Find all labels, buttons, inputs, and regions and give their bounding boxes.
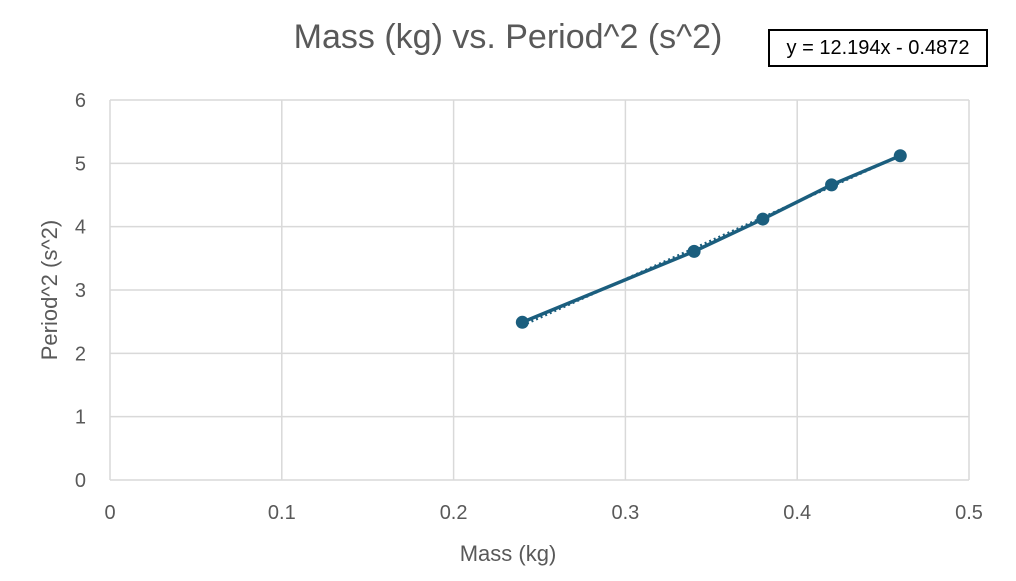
data-point [515, 315, 529, 329]
y-tick-label: 6 [75, 90, 86, 112]
data-point [825, 178, 839, 192]
y-tick-label: 5 [75, 153, 86, 175]
y-tick-label: 3 [75, 280, 86, 302]
x-tick-label: 0.2 [440, 502, 468, 524]
trendline-equation-box: y = 12.194x - 0.4872 [768, 29, 988, 67]
y-tick-label: 2 [75, 343, 86, 365]
x-tick-label: 0 [104, 502, 115, 524]
x-tick-label: 0.5 [955, 502, 983, 524]
data-point [756, 212, 770, 226]
series-line [521, 154, 901, 324]
data-point [893, 149, 907, 163]
x-tick-label: 0.1 [268, 502, 296, 524]
y-tick-label: 0 [75, 470, 86, 492]
x-tick-label: 0.4 [783, 502, 811, 524]
x-tick-label: 0.3 [611, 502, 639, 524]
y-tick-label: 1 [75, 407, 86, 429]
chart-title: Mass (kg) vs. Period^2 (s^2) [293, 18, 723, 56]
y-tick-label: 4 [75, 217, 86, 239]
x-axis-label: Mass (kg) [459, 541, 557, 566]
data-point [687, 244, 701, 258]
y-axis-label: Period^2 (s^2) [37, 219, 62, 361]
